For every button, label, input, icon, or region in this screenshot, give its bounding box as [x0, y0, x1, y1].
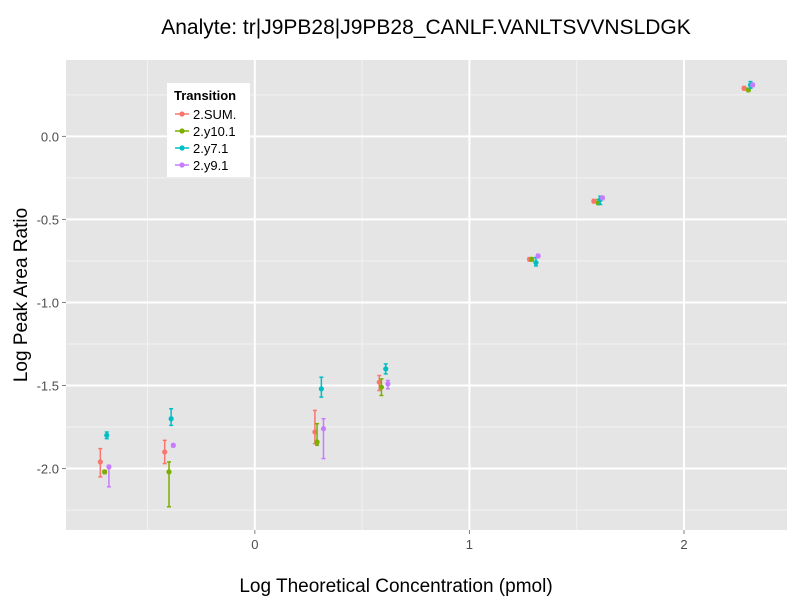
legend-item: 2.y7.1 [175, 141, 228, 156]
legend-label: 2.y9.1 [193, 158, 228, 173]
data-point [314, 439, 320, 445]
legend-key-point [179, 111, 185, 117]
legend-item: 2.y9.1 [175, 158, 228, 173]
legend-label: 2.y10.1 [193, 124, 236, 139]
y-tick-label: 0.0 [41, 129, 59, 144]
data-point [102, 469, 108, 475]
data-point [533, 260, 539, 266]
data-point [599, 195, 606, 201]
legend-key-point [179, 145, 185, 151]
y-tick-label: -2.0 [37, 462, 59, 477]
chart-title: Analyte: tr|J9PB28|J9PB28_CANLF.VANLTSVV… [161, 16, 691, 39]
legend-key-point [179, 162, 185, 168]
legend-label: 2.SUM. [193, 107, 236, 122]
legend-key-point [179, 128, 185, 134]
legend-item: 2.SUM. [175, 107, 236, 122]
data-point [383, 366, 389, 372]
y-tick-label: -1.5 [37, 379, 59, 394]
series-2-y10-1 [102, 87, 751, 508]
data-point [318, 386, 324, 392]
x-axis-title: Log Theoretical Concentration (pmol) [239, 576, 552, 597]
data-point [104, 432, 110, 438]
data-point [168, 416, 174, 422]
data-point [97, 459, 103, 465]
x-tick-label: 2 [680, 537, 687, 552]
y-axis-title: Log Peak Area Ratio [11, 208, 32, 382]
data-point [591, 198, 597, 204]
error-bar [321, 417, 326, 460]
legend: Transition 2.SUM. 2.y10.1 2.y7.1 2.y9.1 [167, 83, 250, 177]
data-point [529, 256, 535, 262]
y-tick-label: -1.0 [37, 295, 59, 310]
data-point [378, 384, 385, 390]
y-tick-label: -0.5 [37, 212, 59, 227]
legend-label: 2.y7.1 [193, 141, 228, 156]
data-point [750, 82, 756, 88]
data-point [106, 464, 112, 470]
data-point [162, 449, 168, 455]
data-point [741, 85, 747, 91]
data-point [320, 426, 327, 432]
x-tick-label: 0 [251, 537, 258, 552]
data-point [535, 253, 541, 259]
data-point [170, 442, 176, 448]
series-2-y9-1 [106, 82, 756, 488]
data-point [166, 469, 172, 475]
data-point [385, 381, 391, 387]
x-tick-label: 1 [466, 537, 473, 552]
data-point [312, 429, 318, 435]
data-point [376, 379, 382, 385]
legend-item: 2.y10.1 [175, 124, 236, 139]
legend-title: Transition [174, 88, 236, 103]
